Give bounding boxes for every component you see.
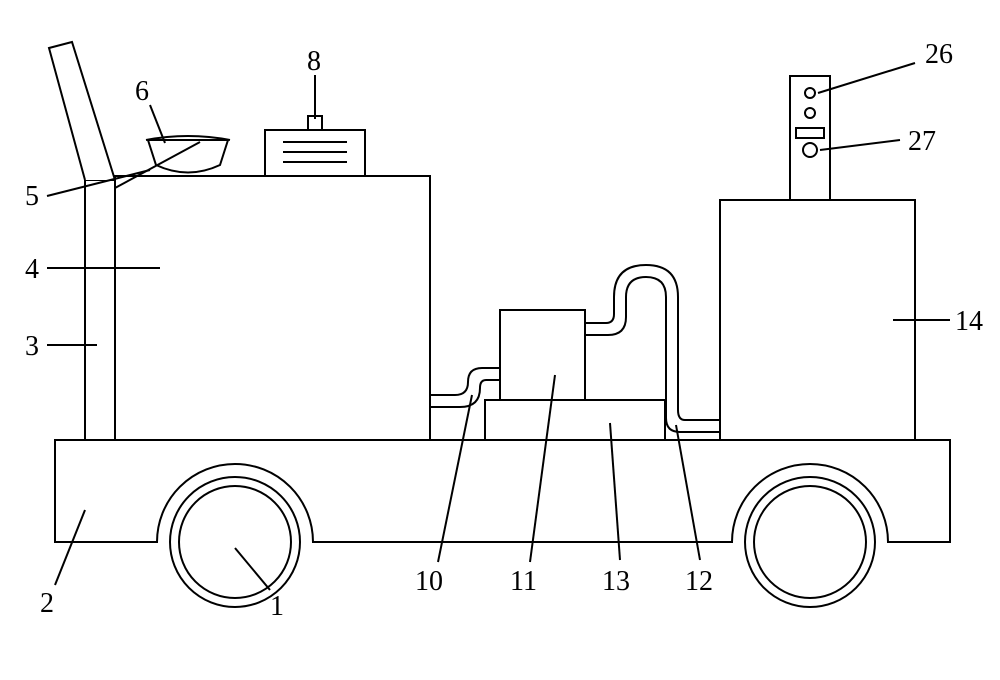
left-tank	[115, 176, 430, 440]
handle-post	[85, 180, 115, 440]
wheel-front-outer	[170, 477, 300, 607]
label-4: 4	[25, 254, 39, 285]
leader-1	[235, 548, 270, 590]
pump-body	[500, 310, 585, 400]
wheel-rear-inner	[754, 486, 866, 598]
wheel-front-inner	[179, 486, 291, 598]
label-10: 10	[415, 566, 443, 597]
bowl	[148, 140, 228, 173]
leader-27	[820, 140, 900, 150]
line-5	[115, 142, 200, 188]
label-14: 14	[955, 306, 983, 337]
label-5: 5	[25, 181, 39, 212]
pipe-10	[430, 368, 500, 407]
label-11: 11	[510, 566, 537, 597]
label-27: 27	[908, 126, 936, 157]
diagram-root: 26 27 14 12 13 11 10 1 2 3 4 5 6 8	[0, 0, 1000, 675]
label-26: 26	[925, 39, 953, 70]
leader-2	[55, 510, 85, 585]
label-2: 2	[40, 588, 54, 619]
leader-13	[610, 423, 620, 560]
label-12: 12	[685, 566, 713, 597]
label-13: 13	[602, 566, 630, 597]
chassis	[55, 440, 950, 542]
leader-11	[530, 375, 555, 562]
handle-grip	[49, 42, 115, 180]
leader-10	[438, 395, 472, 562]
pump-base	[485, 400, 665, 440]
label-1: 1	[270, 591, 284, 622]
pipe-12	[585, 265, 720, 432]
leader-12	[676, 425, 700, 560]
leader-26	[818, 63, 915, 93]
right-tank	[720, 200, 915, 440]
label-8: 8	[307, 46, 321, 77]
label-3: 3	[25, 331, 39, 362]
wheel-rear-outer	[745, 477, 875, 607]
label-6: 6	[135, 76, 149, 107]
